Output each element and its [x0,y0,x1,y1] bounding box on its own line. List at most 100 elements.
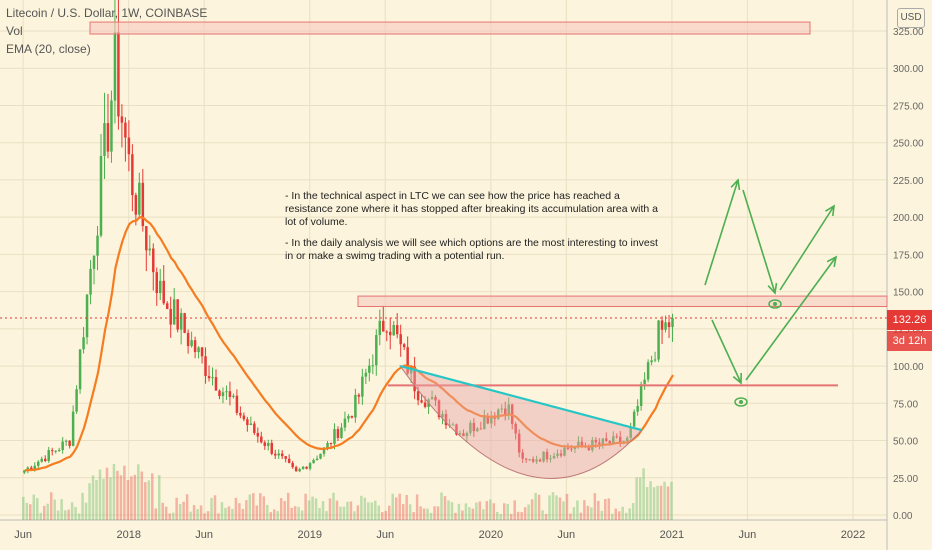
candle-body [594,439,598,443]
candle-body [54,450,57,452]
analysis-note: - In the technical aspect in LTC we can … [285,190,665,271]
candle-body [284,456,287,459]
volume-bar [370,502,374,520]
volume-bar [161,502,164,520]
volume-bar [367,502,370,520]
volume-bar [516,511,520,520]
volume-bar [297,506,300,520]
volume-bar [433,506,436,520]
candle-body [538,459,542,462]
volume-bar [46,503,49,520]
candle-body [68,440,71,446]
candle-body [608,440,612,444]
volume-bar [25,502,29,520]
volume-bar [541,510,544,520]
volume-bar [56,510,60,520]
volume-bar [604,499,607,520]
volume-bar [151,473,154,520]
volume-bar [482,509,485,520]
volume-bar [387,505,391,520]
volume-bar [53,499,56,520]
eye-icon-pupil [739,400,743,404]
candle-body [287,458,291,463]
candle-body [455,424,458,435]
candle-body [333,429,336,444]
volume-bar [544,513,548,520]
candle-body [172,299,176,325]
candle-body [472,422,476,432]
candle-body [176,299,179,330]
volume-bar [325,511,328,520]
volume-bar [91,475,95,520]
volume-bar [447,500,450,520]
arrow-up-3 [745,256,837,381]
candle-body [239,412,242,416]
candle-body [465,432,469,437]
volume-bar [415,494,419,520]
candle-body [193,340,197,353]
volume-bar [611,513,614,520]
resistance-zone-current [357,295,888,308]
volume-bar [534,492,537,520]
candle-body [110,100,113,152]
volume-bar [147,480,151,520]
candle-body [601,438,605,445]
volume-bar [140,471,144,520]
volume-bar [440,492,443,520]
last-price-badge: 132.26 [887,310,932,330]
candle-body [329,442,333,444]
volume-bar [262,496,266,520]
volume-bar [342,506,346,520]
candle-body [441,414,444,418]
candle-body [155,272,158,294]
y-tick-label: 325.00 [893,27,924,38]
candle-body [483,416,486,430]
volume-bar [339,506,342,520]
arrow-up-2-head [825,204,835,217]
volume-bar [590,507,593,520]
volume-bar [666,486,670,520]
candle-body [577,441,580,447]
y-tick-label: 50.00 [893,437,918,448]
candle-body [253,423,256,433]
candle-body [179,313,183,330]
candle-body [490,415,493,424]
volume-bar [450,502,454,520]
volume-bar [185,494,189,520]
candle-body [312,459,315,464]
volume-bar [548,495,551,520]
candle-body [402,344,406,348]
volume-bar [283,501,286,520]
volume-bar [429,512,433,520]
candle-body [388,331,392,336]
candle-body [228,391,232,397]
volume-bar [109,477,112,520]
x-tick-label: 2021 [660,529,684,541]
candle-body [256,432,260,437]
y-tick-label: 225.00 [893,176,924,187]
volume-bar [192,505,196,520]
volume-bar [419,506,422,520]
currency-button[interactable]: USD [897,8,925,28]
analysis-note-p1: - In the technical aspect in LTC we can … [285,190,658,228]
volume-bar [116,470,119,520]
volume-bar [408,504,412,520]
volume-bar [628,508,631,520]
candle-body [301,466,305,470]
candle-body [148,248,152,251]
arrow-down-2-head [732,372,742,385]
volume-bar [398,493,401,520]
ema-line [24,215,674,472]
volume-bar [279,498,283,520]
volume-bar [405,494,408,520]
candle-body [218,390,221,397]
volume-bar [328,498,332,520]
candle-body [343,418,347,428]
volume-bar [349,501,353,520]
candle-body [263,442,267,446]
candle-body [549,458,552,460]
volume-bar [49,492,53,520]
volume-bar [381,512,384,520]
volume-bar [624,512,628,520]
